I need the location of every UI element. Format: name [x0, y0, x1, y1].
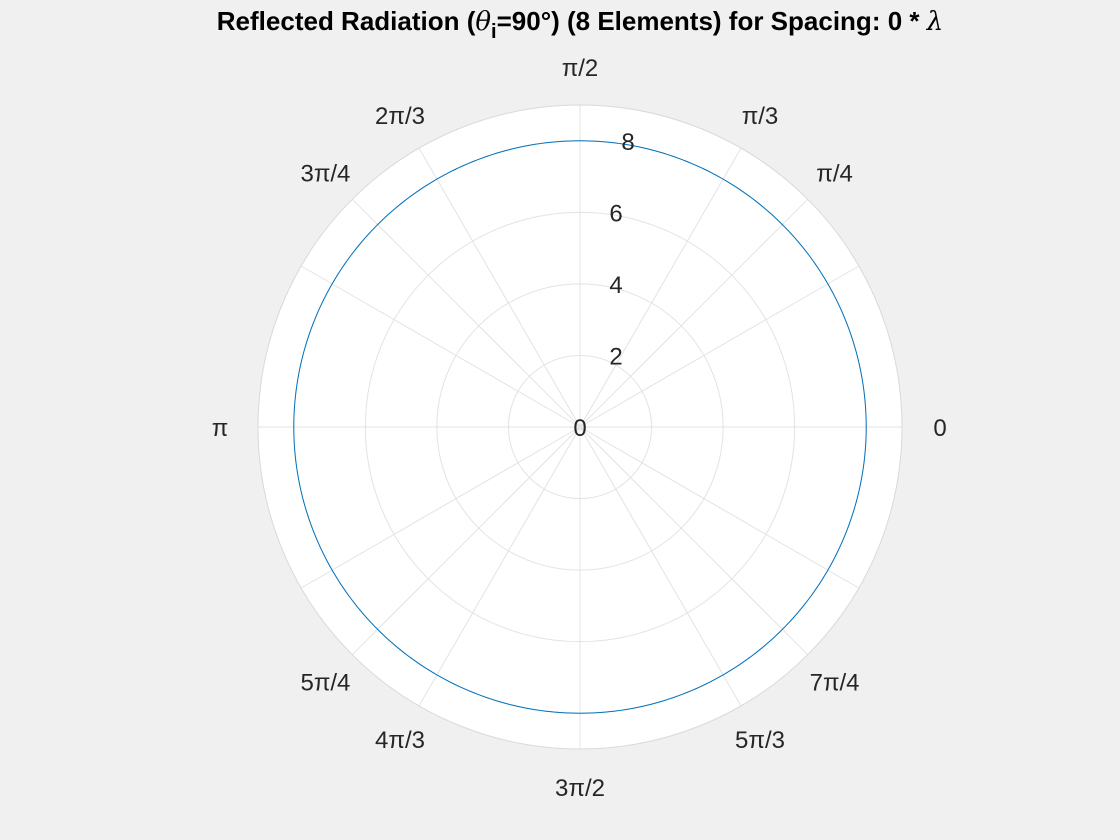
title-lambda-symbol: λ [926, 7, 944, 37]
r-gridline [507, 354, 653, 500]
title-subscript: i [491, 21, 497, 43]
theta-tick-label: π/2 [562, 55, 599, 82]
theta-tick-label: 0 [933, 415, 946, 442]
theta-tick-label: 2π/3 [375, 103, 425, 130]
theta-gridline [579, 147, 742, 428]
theta-tick-label: π/4 [816, 160, 853, 187]
theta-gridline [351, 198, 581, 428]
title-theta-symbol: θ [475, 7, 492, 37]
theta-gridline [300, 265, 581, 428]
theta-gridline [579, 198, 809, 428]
theta-tick-label: 5π/4 [300, 670, 350, 697]
theta-tick-label: 4π/3 [375, 727, 425, 754]
theta-tick-label: π/3 [742, 103, 779, 130]
title-suffix: =90°) (8 Elements) for Spacing: 0 * [496, 6, 927, 36]
chart-title: Reflected Radiation (θi=90°) (8 Elements… [0, 6, 1120, 42]
r-tick-label: 8 [621, 129, 634, 156]
theta-gridline [579, 426, 809, 656]
r-tick-label: 6 [609, 200, 622, 227]
theta-gridline [418, 147, 581, 428]
theta-tick-label: π [212, 415, 229, 442]
theta-tick-label: 7π/4 [810, 670, 860, 697]
r-tick-label: 4 [609, 272, 622, 299]
theta-tick-label: 3π/4 [300, 160, 350, 187]
theta-tick-label: 5π/3 [735, 727, 785, 754]
theta-gridline [300, 426, 581, 589]
theta-gridline [418, 426, 581, 707]
theta-gridline [579, 265, 860, 428]
series-line [293, 140, 867, 714]
r-tick-label: 0 [573, 415, 586, 442]
theta-gridline [579, 426, 860, 589]
theta-gridline [351, 426, 581, 656]
r-tick-label: 2 [609, 343, 622, 370]
r-gridline [364, 211, 796, 643]
theta-tick-label: 3π/2 [555, 775, 605, 802]
title-prefix: Reflected Radiation ( [216, 6, 476, 36]
theta-gridline [579, 426, 742, 707]
r-gridline [436, 283, 724, 571]
polar-axis-edge [257, 104, 903, 750]
